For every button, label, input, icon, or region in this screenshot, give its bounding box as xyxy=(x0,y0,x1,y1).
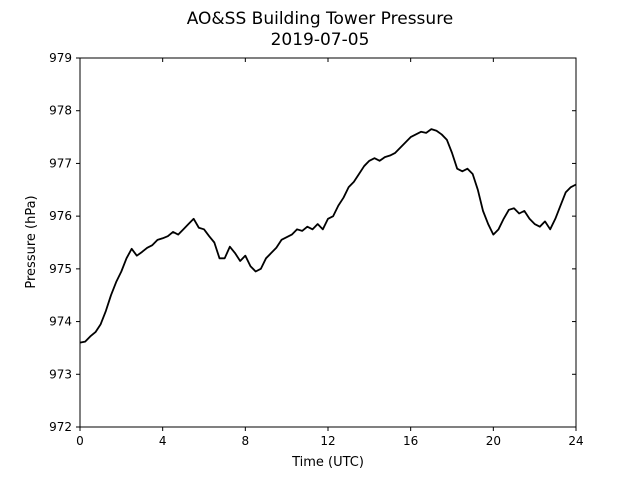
chart-title: AO&SS Building Tower Pressure xyxy=(187,9,454,29)
y-tick-label: 976 xyxy=(49,209,72,223)
y-axis-ticks: 972 973 974 975 976 977 978 979 xyxy=(49,51,576,434)
x-tick-label: 20 xyxy=(486,434,501,448)
y-tick-label: 978 xyxy=(49,104,72,118)
y-tick-label: 977 xyxy=(49,156,72,170)
y-tick-label: 972 xyxy=(49,420,72,434)
chart-subtitle: 2019-07-05 xyxy=(271,30,370,50)
y-axis-label: Pressure (hPa) xyxy=(24,195,39,288)
x-tick-label: 16 xyxy=(403,434,418,448)
y-tick-label: 974 xyxy=(49,315,72,329)
x-axis-ticks: 0 4 8 12 16 20 24 xyxy=(76,58,584,448)
x-tick-label: 4 xyxy=(159,434,167,448)
y-tick-label: 979 xyxy=(49,51,72,65)
x-tick-label: 0 xyxy=(76,434,84,448)
pressure-series-line xyxy=(79,128,577,344)
x-tick-label: 12 xyxy=(320,434,335,448)
y-tick-label: 973 xyxy=(49,367,72,381)
x-tick-label: 24 xyxy=(568,434,583,448)
plot-area xyxy=(79,57,577,428)
x-tick-label: 8 xyxy=(242,434,250,448)
y-tick-label: 975 xyxy=(49,262,72,276)
x-axis-label: Time (UTC) xyxy=(291,455,364,470)
